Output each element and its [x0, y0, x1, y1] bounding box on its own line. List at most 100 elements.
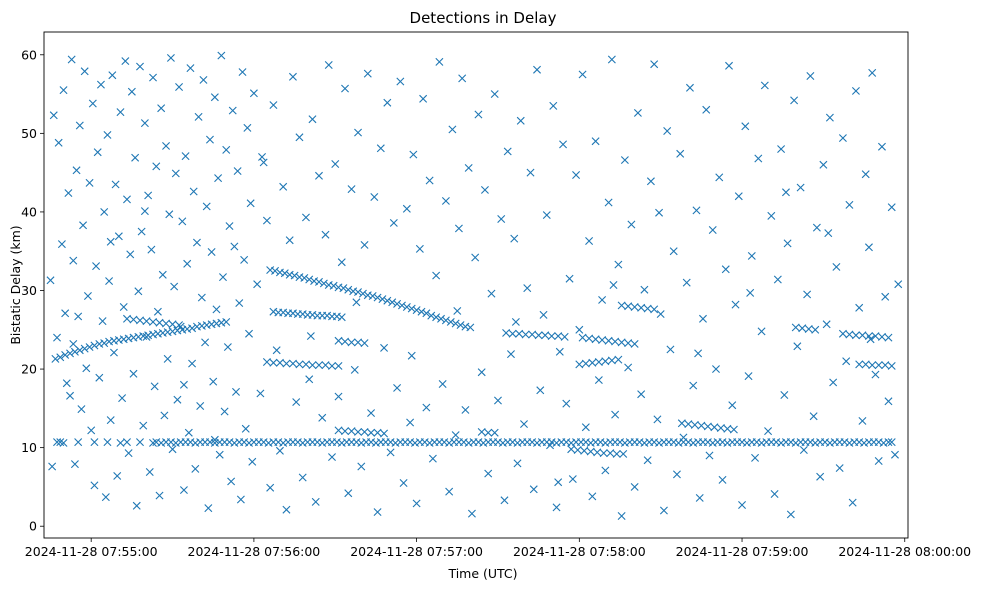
plot-frame — [43, 31, 909, 539]
detection-point-54 — [139, 421, 148, 430]
detection-point-17 — [79, 221, 88, 230]
track-10-point-0 — [578, 333, 587, 342]
detection-point-293 — [806, 72, 815, 80]
detection-point-158 — [367, 409, 376, 418]
detection-point-39 — [114, 232, 123, 241]
y-tick-label-0: 0 — [29, 519, 37, 534]
detection-point-181 — [441, 196, 450, 205]
track-1-point-32 — [422, 309, 431, 318]
track-1-point-39 — [456, 321, 465, 330]
detection-point-316 — [881, 292, 890, 301]
detection-point-52 — [136, 62, 144, 71]
track-9-point-4 — [601, 357, 610, 366]
detection-point-109 — [228, 106, 237, 115]
detection-point-69 — [163, 354, 172, 363]
track-11-point-3 — [637, 303, 646, 312]
track-0-point-160 — [884, 438, 893, 447]
track-5-point-6 — [162, 319, 171, 328]
detection-point-124 — [256, 389, 265, 398]
track-16-point-4 — [881, 361, 890, 370]
track-13-point-6 — [716, 424, 725, 432]
detection-point-303 — [838, 134, 847, 143]
track-4-point-0 — [262, 358, 271, 366]
track-1-point-13 — [329, 281, 338, 290]
y-tick-label-2: 20 — [21, 362, 37, 377]
detection-point-184 — [451, 431, 460, 440]
detection-point-104 — [220, 407, 229, 416]
track-9-point-5 — [607, 356, 616, 365]
detection-point-163 — [383, 98, 392, 107]
detection-point-71 — [166, 53, 175, 62]
detection-point-105 — [222, 145, 231, 154]
track-7-point-2 — [347, 427, 356, 436]
track-8-point-5 — [534, 331, 543, 340]
track-11-point-0 — [617, 301, 626, 310]
detection-point-73 — [170, 282, 179, 291]
detection-point-268 — [725, 61, 734, 70]
detection-point-26 — [93, 148, 102, 157]
detection-point-263 — [708, 226, 717, 234]
track-2-point-1 — [56, 353, 65, 362]
detection-point-51 — [134, 287, 143, 296]
chart-title: Detections in Delay — [410, 9, 557, 27]
detection-point-207 — [526, 168, 535, 177]
detection-point-324 — [140, 207, 149, 216]
detection-point-321 — [48, 462, 57, 471]
detection-point-21 — [85, 178, 94, 187]
detection-point-144 — [321, 230, 330, 239]
track-0-point-3 — [74, 438, 83, 447]
detection-point-41 — [118, 394, 127, 403]
detection-point-85 — [189, 187, 198, 196]
detection-point-190 — [471, 253, 480, 262]
detection-point-305 — [845, 200, 854, 209]
track-10-point-7 — [624, 339, 633, 348]
x-axis-label: Time (UTC) — [447, 566, 517, 581]
x-tick-label-1: 2024-11-28 07:56:00 — [188, 544, 321, 559]
detection-point-255 — [682, 278, 691, 287]
detection-point-151 — [344, 489, 353, 498]
detection-point-137 — [298, 473, 307, 482]
detection-point-301 — [832, 262, 841, 271]
detection-point-159 — [370, 193, 379, 201]
detection-point-337 — [746, 288, 755, 297]
detection-point-209 — [533, 65, 542, 74]
detection-point-14 — [74, 312, 83, 321]
track-5-point-1 — [129, 315, 138, 324]
detection-point-153 — [350, 365, 359, 374]
detection-point-126 — [262, 216, 271, 225]
detection-point-167 — [396, 77, 405, 86]
detection-point-33 — [105, 277, 114, 286]
detection-point-253 — [676, 149, 685, 158]
detection-point-294 — [809, 412, 818, 421]
detection-point-142 — [314, 171, 323, 180]
detection-point-308 — [855, 303, 864, 312]
track-12-point-4 — [593, 448, 602, 457]
detection-point-28 — [96, 80, 105, 89]
detection-point-314 — [874, 457, 883, 465]
detection-point-269 — [728, 401, 737, 410]
track-1-point-22 — [373, 293, 382, 302]
track-1-point-33 — [427, 311, 436, 320]
track-5-point-2 — [136, 316, 144, 325]
detection-point-84 — [188, 359, 197, 368]
x-tick-label-3: 2024-11-28 07:58:00 — [513, 544, 646, 559]
detection-point-55 — [140, 119, 149, 128]
track-7-point-10 — [490, 428, 499, 437]
detection-point-107 — [225, 222, 234, 231]
detection-point-182 — [445, 487, 454, 496]
detection-point-46 — [126, 250, 135, 259]
detection-point-199 — [500, 496, 509, 505]
detection-point-165 — [389, 218, 398, 227]
track-0-point-161 — [887, 438, 896, 447]
detection-point-70 — [165, 210, 174, 219]
detection-point-168 — [399, 479, 408, 487]
track-7-point-1 — [341, 427, 350, 436]
detection-point-287 — [786, 510, 795, 519]
detection-point-152 — [347, 185, 356, 194]
detection-point-146 — [328, 453, 336, 462]
detection-point-25 — [92, 262, 101, 271]
detection-point-82 — [184, 428, 193, 437]
detection-point-177 — [428, 454, 437, 463]
track-10-point-8 — [630, 339, 639, 348]
track-13-point-8 — [729, 425, 738, 434]
